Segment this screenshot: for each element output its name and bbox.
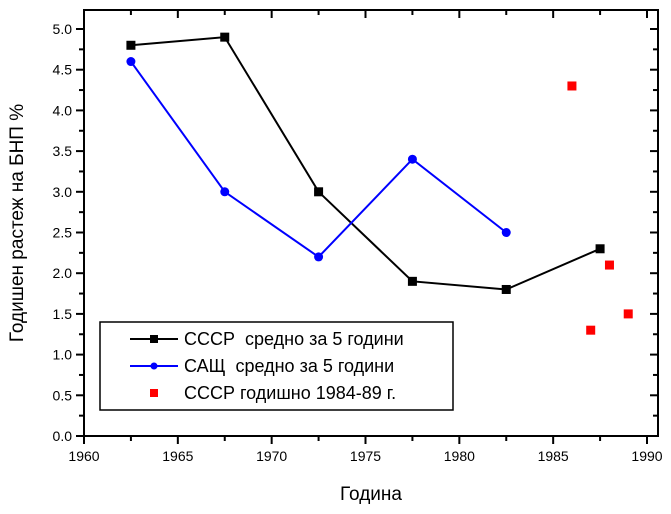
legend-label: СССР годишно 1984-89 г. <box>184 383 396 403</box>
series-line-0 <box>130 36 601 291</box>
legend-box <box>99 321 454 411</box>
x-tick-label: 1960 <box>68 448 99 464</box>
x-tick-label: 1990 <box>631 448 662 464</box>
x-tick-label: 1975 <box>350 448 381 464</box>
y-tick-label: 4.5 <box>53 62 73 78</box>
y-tick-label: 3.5 <box>53 143 73 159</box>
y-tick-label: 4.0 <box>53 102 73 118</box>
y-tick-label: 0.0 <box>53 428 73 444</box>
data-point-square <box>586 325 596 335</box>
data-point-circle <box>407 154 417 164</box>
x-tick-label: 1980 <box>444 448 475 464</box>
x-tick-label: 1985 <box>538 448 569 464</box>
y-tick-label: 1.5 <box>53 306 73 322</box>
y-tick-label: 1.0 <box>53 347 73 363</box>
data-point-square <box>595 244 605 254</box>
legend-label: СССР средно за 5 години <box>184 329 404 349</box>
plot-area <box>126 32 633 335</box>
data-point-square <box>407 276 417 286</box>
axes: 1960 1965 1970 1975 1980 1985 1990 0.0 0.5 1.0 1.5… <box>53 9 663 464</box>
data-point-circle <box>126 57 136 67</box>
x-axis-label: Година <box>340 484 402 505</box>
data-point-circle <box>501 228 511 237</box>
legend: СССР средно за 5 години САЩ средно за 5 г… <box>99 321 454 411</box>
y-tick-label: 2.5 <box>53 225 73 241</box>
y-tick-label: 0.5 <box>53 387 73 403</box>
data-point-square <box>604 260 614 270</box>
data-point-circle <box>314 252 324 262</box>
y-tick-label: 2.0 <box>53 265 73 281</box>
data-point-square <box>567 81 577 91</box>
data-point-square <box>220 32 230 42</box>
data-point-square <box>314 187 324 197</box>
series-line-1 <box>130 60 507 259</box>
data-point-square <box>501 284 511 294</box>
x-tick-label: 1965 <box>162 448 193 464</box>
y-axis-label: Годишен растеж на БНП % <box>7 104 28 342</box>
legend-label: САЩ средно за 5 години <box>184 356 394 376</box>
y-tick-label: 3.0 <box>53 184 73 200</box>
legend-marker-square <box>150 389 158 397</box>
data-point-square <box>623 309 633 319</box>
y-tick-label: 5.0 <box>53 21 73 37</box>
legend-marker-square <box>150 335 158 343</box>
plot-frame <box>83 9 659 437</box>
legend-marker-circle <box>150 362 158 370</box>
x-tick-label: 1970 <box>256 448 287 464</box>
data-point-circle <box>220 187 230 197</box>
data-point-square <box>126 40 136 50</box>
